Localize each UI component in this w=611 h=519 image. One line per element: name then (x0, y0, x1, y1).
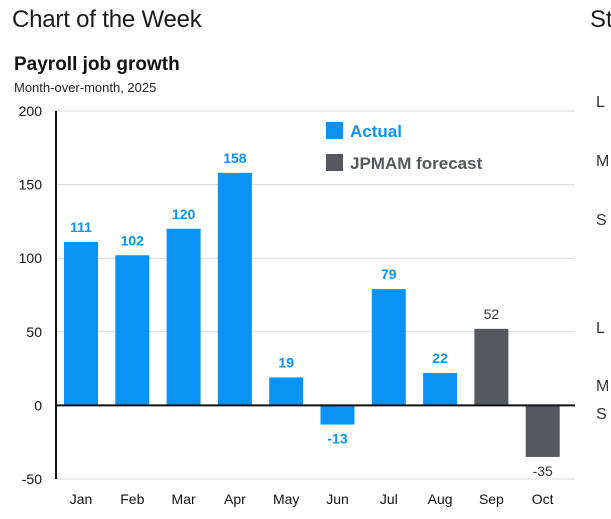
bar-jul (371, 289, 406, 406)
bar-feb (115, 255, 150, 406)
y-tick-label: 200 (19, 103, 43, 119)
chart-subtitle: Month-over-month, 2025 (14, 80, 157, 95)
legend-label: Actual (350, 122, 402, 141)
bar-jun (320, 405, 355, 425)
bar-aug (423, 373, 458, 406)
bar-oct (525, 405, 560, 457)
x-tick-label: Feb (120, 491, 144, 507)
x-tick-label: May (273, 491, 299, 507)
data-label: -35 (533, 463, 553, 479)
bar-may (269, 377, 304, 406)
side-panel-letter: M (596, 153, 610, 170)
legend-swatch (326, 122, 343, 139)
y-tick-label: 100 (19, 250, 43, 266)
data-label: 79 (381, 266, 397, 282)
y-tick-label: 0 (34, 397, 42, 413)
x-tick-label: Apr (224, 491, 246, 507)
x-tick-label: Jan (70, 491, 93, 507)
data-label: 102 (121, 232, 145, 248)
x-tick-label: Sep (479, 491, 504, 507)
page-header-title: Chart of the Week (12, 6, 202, 33)
data-label: 52 (484, 306, 500, 322)
x-tick-label: Mar (172, 491, 196, 507)
legend-swatch (326, 154, 343, 171)
legend-label: JPMAM forecast (350, 154, 483, 173)
x-tick-label: Aug (428, 491, 453, 507)
bar-apr (217, 172, 252, 406)
side-panel-letter: L (596, 320, 605, 337)
x-tick-label: Jun (326, 491, 349, 507)
bar-sep (474, 328, 509, 406)
bar-jan (64, 242, 98, 406)
side-panel-letter: M (596, 378, 610, 395)
data-label: 111 (70, 219, 92, 235)
x-tick-label: Jul (380, 491, 398, 507)
data-label: 158 (223, 150, 247, 166)
data-label: 120 (172, 206, 196, 222)
side-panel-letter: S (596, 212, 607, 229)
bar-mar (166, 228, 201, 406)
y-tick-label: -50 (22, 471, 42, 487)
data-label: 19 (278, 354, 294, 370)
side-panel-letter: L (596, 94, 605, 111)
data-label: 22 (432, 350, 448, 366)
data-label: -13 (327, 431, 347, 447)
x-tick-label: Oct (532, 491, 554, 507)
y-tick-label: 50 (26, 324, 42, 340)
chart-title: Payroll job growth (14, 54, 180, 75)
next-panel-title-fragment: St (590, 6, 611, 33)
side-panel-letter: S (596, 406, 607, 423)
y-tick-label: 150 (19, 177, 43, 193)
